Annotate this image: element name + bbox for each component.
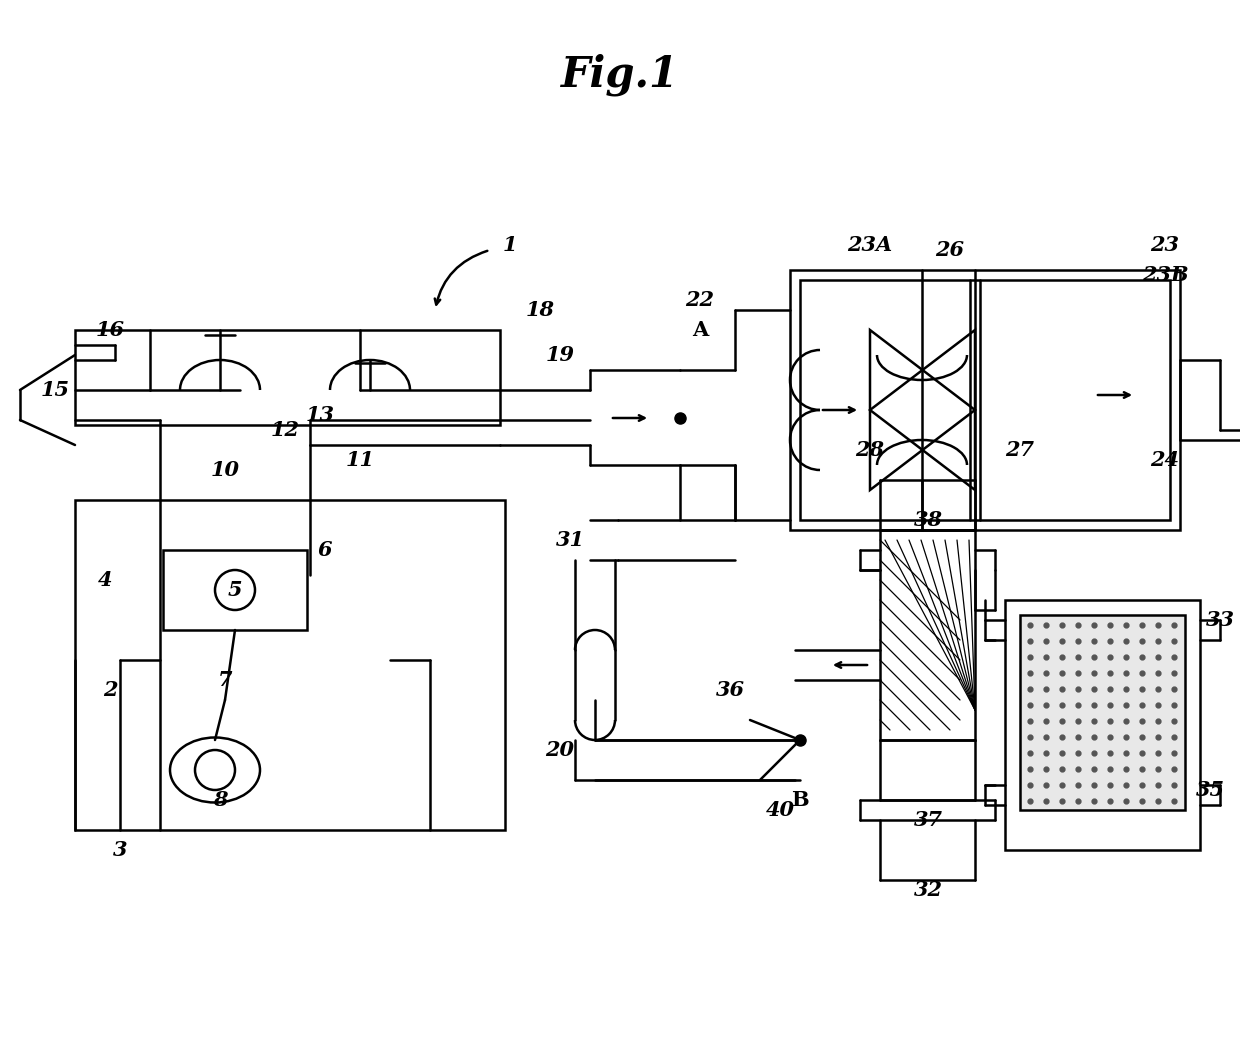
Text: 18: 18	[526, 300, 554, 320]
Text: 40: 40	[765, 800, 795, 820]
Text: Fig.1: Fig.1	[560, 54, 680, 97]
Text: A: A	[692, 320, 708, 340]
Text: 24: 24	[1151, 450, 1179, 470]
Bar	[1021, 615, 1185, 810]
Text: 4: 4	[98, 570, 113, 590]
Text: 3: 3	[113, 840, 128, 860]
Text: 33: 33	[1205, 610, 1235, 630]
Bar	[790, 270, 1180, 530]
Text: 35: 35	[1195, 780, 1225, 800]
Text: 27: 27	[1006, 440, 1034, 460]
Text: 12: 12	[270, 420, 300, 440]
Text: 1: 1	[502, 235, 517, 255]
Text: 31: 31	[556, 530, 584, 550]
Text: 10: 10	[211, 460, 239, 480]
Text: 15: 15	[41, 380, 69, 400]
Text: 32: 32	[914, 880, 942, 900]
Bar	[800, 280, 1171, 520]
Text: 28: 28	[856, 440, 884, 460]
Text: 22: 22	[686, 290, 714, 310]
Text: 13: 13	[305, 405, 335, 425]
Text: 23A: 23A	[847, 235, 893, 255]
Bar	[162, 550, 308, 630]
Text: 7: 7	[218, 670, 232, 690]
Bar	[74, 500, 505, 830]
Text: 8: 8	[213, 790, 227, 810]
Text: 2: 2	[103, 680, 118, 700]
Bar	[74, 330, 500, 425]
Text: 16: 16	[95, 320, 124, 340]
Text: 20: 20	[546, 740, 574, 760]
Text: 36: 36	[715, 680, 744, 700]
Bar	[880, 530, 975, 740]
Text: 5: 5	[228, 580, 242, 600]
Text: B: B	[791, 790, 808, 810]
Text: 19: 19	[546, 345, 574, 365]
Text: 23: 23	[1151, 235, 1179, 255]
Text: 23B: 23B	[1142, 265, 1188, 285]
Bar	[1004, 600, 1200, 850]
Text: 38: 38	[914, 510, 942, 530]
Text: 26: 26	[935, 240, 965, 260]
Text: 6: 6	[317, 540, 332, 560]
Text: 37: 37	[914, 810, 942, 830]
Text: 11: 11	[346, 450, 374, 470]
